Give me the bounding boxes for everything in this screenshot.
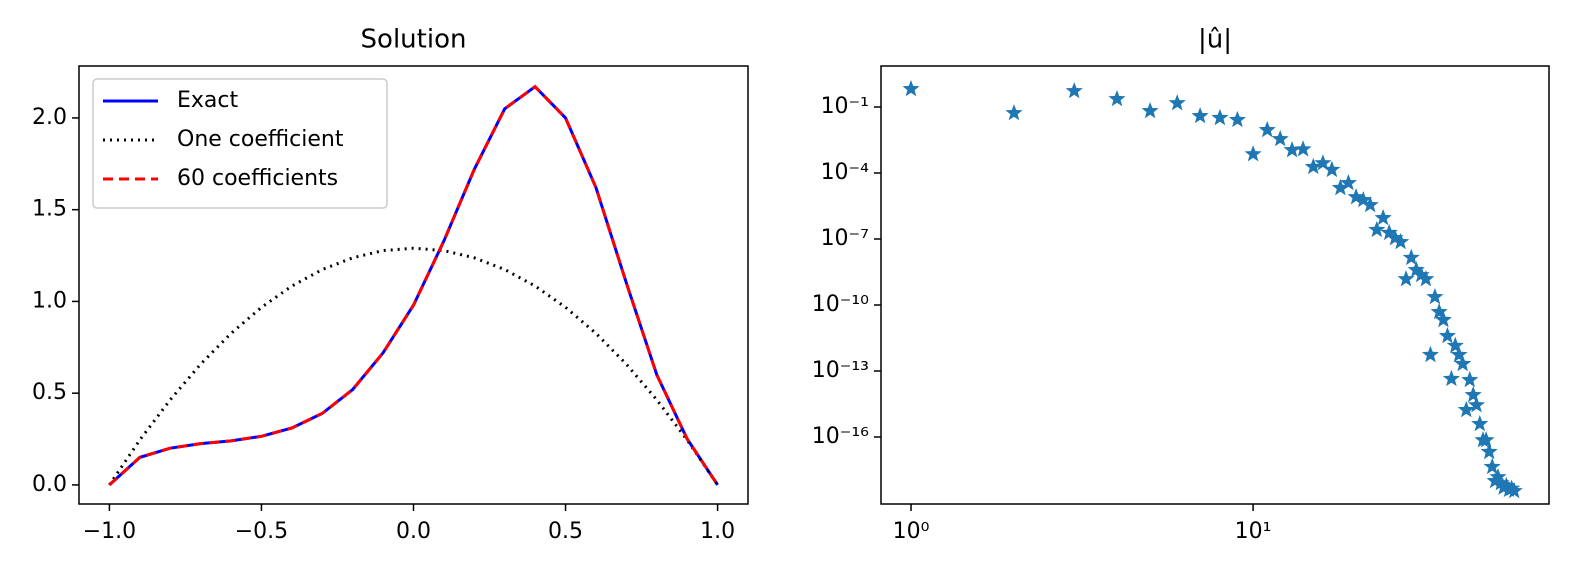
scatter-point: [1191, 107, 1209, 124]
line-series: [108, 84, 719, 487]
scatter-point: [1374, 209, 1392, 226]
y-tick-label: 0.5: [32, 380, 67, 405]
scatter-point: [1271, 130, 1289, 147]
chart-title: |û|: [1198, 25, 1232, 55]
scatter-point: [1503, 479, 1521, 496]
scatter-point: [902, 80, 920, 97]
y-tick-label: 10⁻¹⁰: [812, 292, 869, 317]
scatter-point: [1457, 400, 1475, 418]
scatter-point: [1450, 345, 1468, 363]
scatter-point: [1483, 457, 1501, 475]
scatter-point: [1442, 369, 1460, 387]
scatter-point: [1354, 191, 1372, 208]
scatter-point: [1314, 154, 1332, 171]
x-tick-label: 10¹: [1235, 519, 1272, 544]
y-tick-label: 1.0: [32, 288, 67, 313]
legend-label: One coefficient: [177, 127, 344, 152]
scatter-point: [1397, 270, 1415, 287]
scatter-point: [1141, 102, 1159, 119]
scatter-point: [1489, 468, 1507, 485]
scatter-point: [1438, 327, 1456, 344]
x-tick-label: 10⁰: [893, 519, 930, 544]
y-tick-label: 0.0: [32, 472, 67, 497]
scatter-point: [1304, 157, 1322, 175]
scatter-point: [1380, 223, 1398, 241]
scatter-point: [1168, 94, 1186, 111]
scatter-point: [1331, 178, 1349, 196]
scatter-point: [1454, 354, 1472, 372]
legend-box: [92, 78, 388, 209]
x-tick-label: −1.0: [83, 519, 136, 544]
scatter-point: [1244, 145, 1262, 162]
scatter-point: [1323, 160, 1341, 178]
scatter-point: [1228, 110, 1246, 128]
axes-frame: [880, 65, 1550, 505]
y-tick-label: 10⁻⁴: [821, 160, 870, 185]
scatter-point: [1258, 121, 1276, 138]
scatter-point: [1471, 415, 1489, 432]
scatter-point: [1361, 196, 1379, 213]
x-tick-label: 1.0: [700, 519, 735, 544]
scatter-point: [1417, 270, 1435, 287]
scatter-point: [1505, 482, 1523, 499]
x-tick-label: 0.5: [548, 519, 583, 544]
scatter-point: [1392, 233, 1410, 250]
y-tick-label: 10⁻⁷: [821, 226, 869, 251]
scatter-point: [1426, 288, 1444, 305]
y-tick-label: 2.0: [32, 105, 67, 130]
axes-frame: [78, 65, 749, 505]
y-tick-label: 1.5: [32, 197, 67, 222]
scatter-point: [1492, 474, 1510, 491]
scatter-point: [1477, 431, 1495, 448]
scatter-point: [1005, 104, 1023, 121]
scatter-point: [1461, 371, 1479, 388]
plot-area: [902, 80, 1523, 499]
scatter-point: [1294, 140, 1312, 157]
x-tick-label: 0.0: [396, 519, 431, 544]
scatter-point: [1464, 386, 1482, 403]
y-tick-label: 10⁻¹³: [812, 358, 869, 383]
scatter-point: [1065, 82, 1083, 99]
chart-title: Solution: [361, 25, 467, 55]
scatter-point: [1497, 476, 1515, 494]
legend-label: 60 coefficients: [177, 166, 338, 191]
scatter-point: [1283, 141, 1301, 158]
scatter-point: [1480, 442, 1498, 460]
plot-area: [108, 84, 719, 487]
scatter-point: [1421, 345, 1439, 363]
scatter-point: [1446, 336, 1464, 354]
scatter-point: [1468, 396, 1486, 413]
scatter-point: [1368, 220, 1386, 238]
scatter-point: [1412, 266, 1430, 283]
scatter-point: [1434, 310, 1452, 328]
scatter-point: [1402, 248, 1420, 266]
legend-label: Exact: [177, 88, 238, 113]
y-tick-label: 10⁻¹⁶: [812, 424, 869, 449]
line-series: [108, 246, 719, 486]
scatter-point: [1347, 188, 1365, 205]
scatter-point: [1211, 108, 1229, 126]
y-tick-label: 10⁻¹: [821, 94, 869, 119]
scatter-point: [1108, 90, 1126, 107]
scatter-point: [1339, 174, 1357, 191]
scatter-point: [1407, 261, 1425, 278]
scatter-point: [1430, 303, 1448, 320]
x-tick-label: −0.5: [235, 519, 288, 544]
scatter-point: [1386, 229, 1404, 246]
